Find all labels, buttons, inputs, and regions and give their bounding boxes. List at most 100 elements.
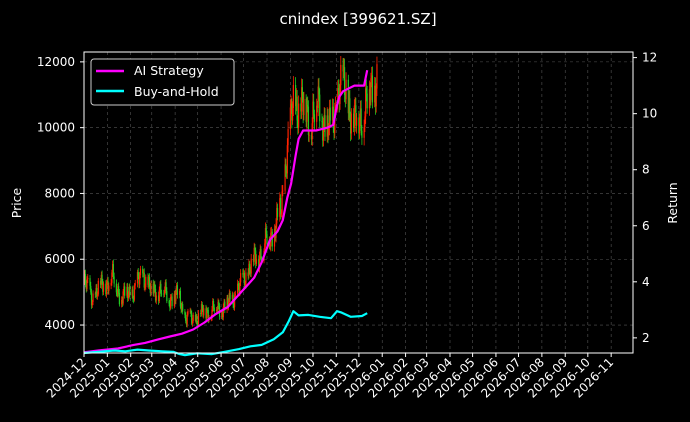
price-candle <box>287 129 289 146</box>
series-lines <box>83 69 369 357</box>
price-candle <box>291 103 293 121</box>
price-candle <box>301 87 303 97</box>
price-candle <box>85 283 87 289</box>
price-candle <box>155 295 157 301</box>
price-candle <box>237 283 239 294</box>
price-candle <box>364 116 366 128</box>
price-candle <box>215 309 218 312</box>
price-candle <box>174 293 176 301</box>
price-candle <box>134 283 136 286</box>
price-candle <box>216 309 218 311</box>
price-candle <box>239 282 241 293</box>
price-candle <box>126 286 128 296</box>
price-candle <box>222 307 224 318</box>
price-candle <box>240 273 242 283</box>
price-candle <box>89 278 91 286</box>
legend-label-ai: AI Strategy <box>134 63 204 78</box>
price-candle <box>323 115 325 125</box>
price-candle <box>375 88 377 107</box>
price-candle <box>150 283 152 293</box>
price-candle <box>227 297 229 307</box>
price-candle <box>223 301 225 308</box>
price-candle <box>275 223 277 238</box>
price-candle <box>181 303 183 310</box>
price-candle <box>138 276 140 285</box>
price-candle <box>238 286 240 293</box>
price-candle <box>197 324 199 325</box>
price-candle <box>191 320 194 324</box>
price-candle <box>163 293 165 295</box>
price-candle <box>185 320 188 325</box>
price-candle <box>343 67 345 72</box>
price-candle <box>266 234 268 245</box>
price-candle <box>94 293 96 295</box>
price-candle <box>84 274 86 283</box>
y2-tick-label: 10 <box>642 107 657 121</box>
price-candle <box>228 292 230 303</box>
legend: AI Strategy Buy-and-Hold <box>90 58 235 106</box>
price-candle <box>353 105 355 128</box>
price-candle <box>319 94 321 122</box>
price-candle <box>290 103 292 108</box>
price-candle <box>337 88 339 105</box>
price-candle <box>358 117 360 134</box>
price-candle <box>270 231 273 233</box>
price-candle <box>302 96 304 115</box>
price-candle <box>327 115 329 136</box>
price-candle <box>122 291 124 304</box>
price-candle <box>365 88 367 117</box>
price-candle <box>233 304 235 308</box>
price-candle <box>139 268 142 276</box>
price-candle <box>143 272 145 288</box>
price-candle <box>356 117 358 126</box>
price-candle <box>282 190 284 192</box>
price-candle <box>194 314 197 321</box>
price-candle <box>269 240 271 247</box>
price-candle <box>133 285 136 300</box>
price-candle <box>317 86 319 108</box>
price-candle <box>84 274 87 284</box>
price-candle <box>212 301 215 308</box>
price-candle <box>118 292 120 305</box>
price-candle <box>371 75 373 79</box>
price-candle <box>370 78 372 101</box>
price-candle <box>90 285 92 293</box>
price-candle <box>329 107 331 121</box>
price-candle <box>286 145 288 174</box>
price-candle <box>203 308 205 316</box>
price-candle <box>305 98 307 122</box>
price-candle <box>153 283 155 294</box>
price-candle <box>366 93 368 109</box>
price-candle <box>354 105 356 107</box>
price-candle <box>154 283 156 289</box>
series-line-ai-strategy <box>83 69 369 354</box>
price-candle <box>376 64 378 89</box>
price-candle <box>258 258 260 268</box>
price-candle <box>99 280 102 285</box>
price-candle <box>316 105 319 108</box>
price-candle <box>332 106 334 126</box>
price-candle <box>121 299 124 304</box>
price-candle <box>349 98 351 118</box>
price-candle <box>112 264 114 273</box>
price-candle <box>371 75 374 103</box>
price-candle <box>200 313 202 315</box>
price-candle <box>133 299 135 300</box>
price-candle <box>279 198 282 214</box>
price-candle <box>289 107 291 130</box>
price-candle <box>247 272 249 277</box>
price-candle <box>144 287 146 288</box>
price-candle <box>192 314 194 321</box>
price-candle <box>337 88 340 91</box>
price-candle <box>166 291 168 302</box>
price-candle <box>297 120 299 128</box>
price-candle <box>303 98 305 115</box>
price-candle <box>271 231 273 247</box>
price-candle <box>205 308 207 319</box>
price-candle <box>255 258 258 264</box>
price-candle <box>116 292 118 295</box>
price-candle <box>129 286 131 296</box>
price-candle <box>148 277 151 287</box>
price-candle <box>254 247 256 251</box>
legend-label-bh: Buy-and-Hold <box>134 84 219 99</box>
